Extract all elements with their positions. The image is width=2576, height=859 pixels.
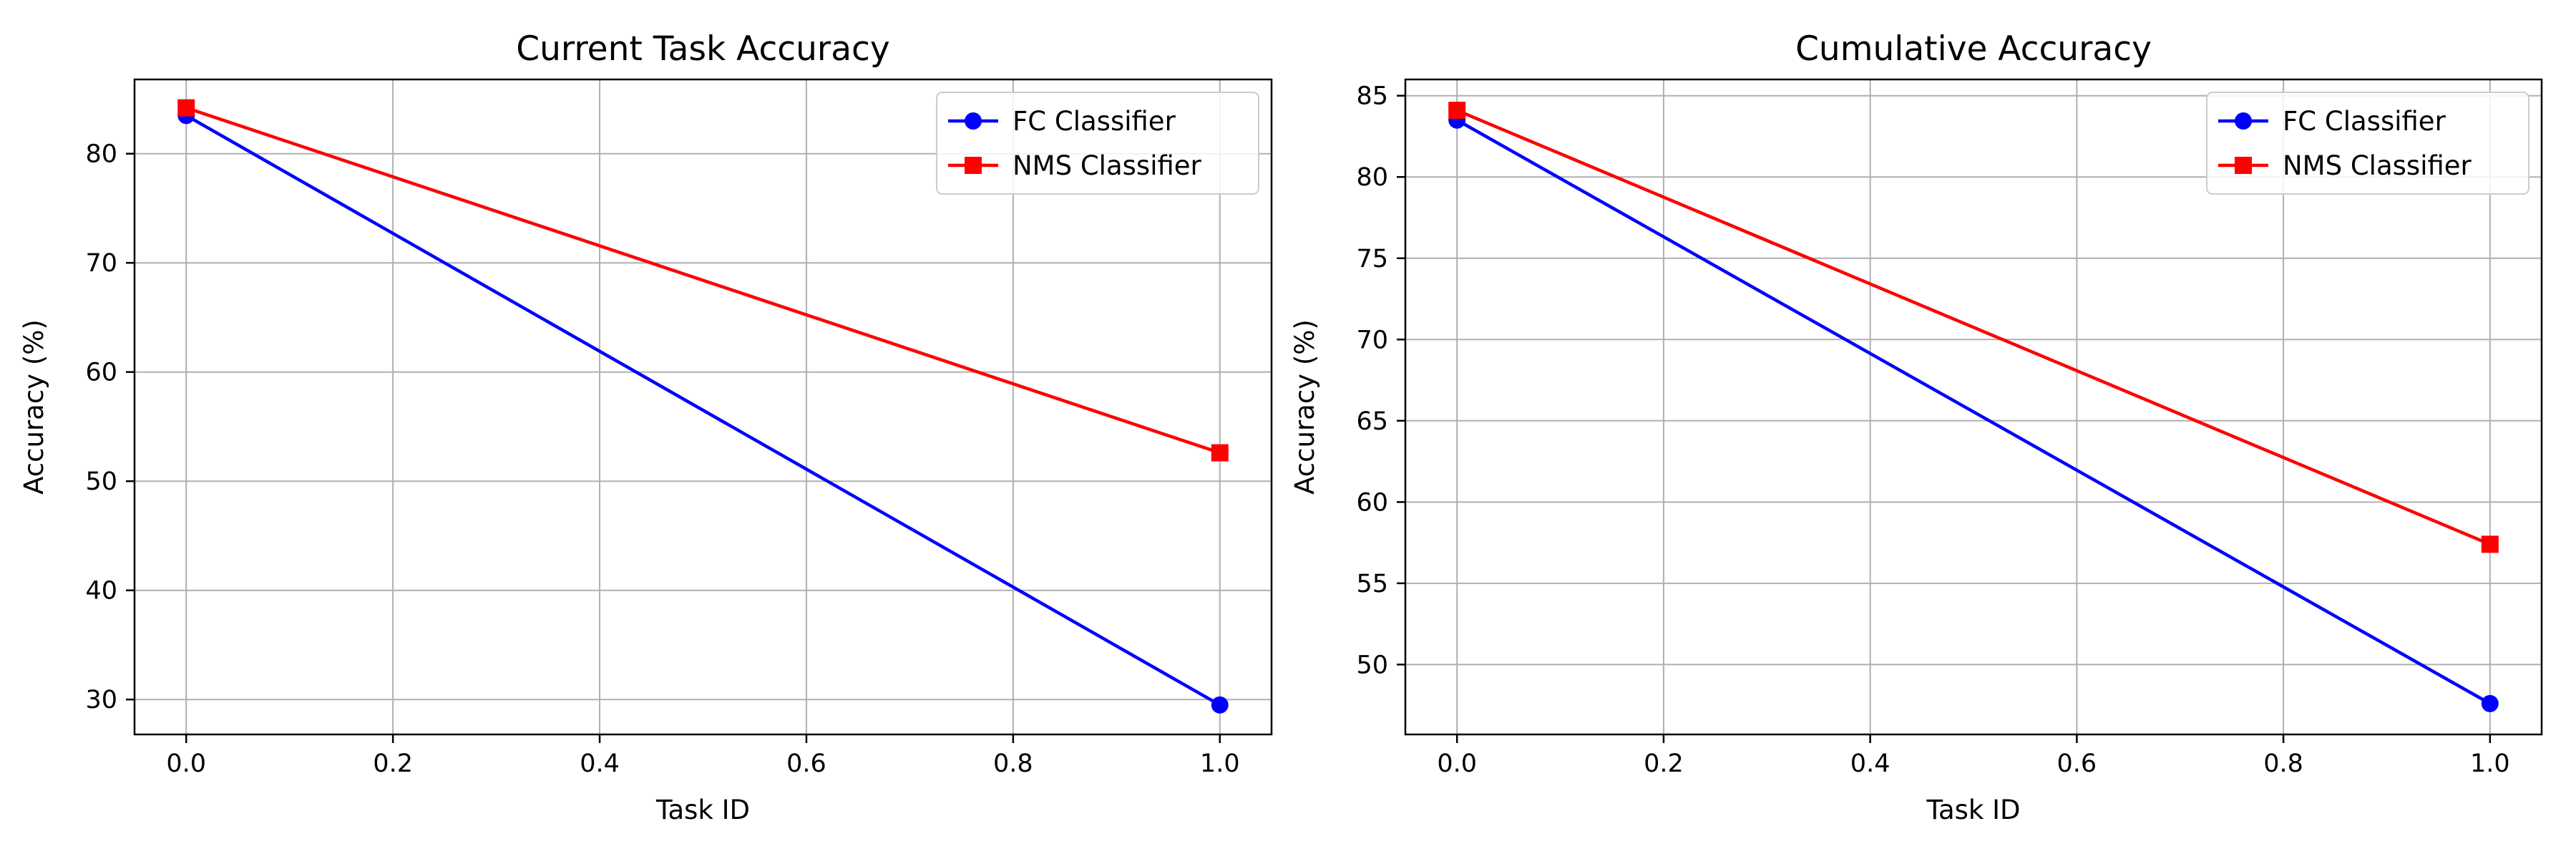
legend-marker bbox=[965, 112, 982, 130]
x-tick-label: 0.6 bbox=[786, 749, 826, 778]
data-point bbox=[2481, 535, 2499, 553]
y-tick-label: 80 bbox=[1356, 163, 1388, 192]
x-tick-label: 0.4 bbox=[580, 749, 620, 778]
y-tick-label: 65 bbox=[1356, 407, 1388, 436]
y-tick-label: 80 bbox=[85, 140, 117, 169]
y-tick-label: 50 bbox=[85, 467, 117, 496]
data-point bbox=[2481, 694, 2499, 712]
legend-label: NMS Classifier bbox=[2283, 150, 2472, 181]
legend: FC Classifier NMS Classifier bbox=[936, 92, 1259, 195]
x-tick-label: 0.2 bbox=[373, 749, 413, 778]
series-line bbox=[1456, 109, 2491, 546]
legend-box bbox=[2206, 92, 2529, 195]
y-tick-label: 60 bbox=[1356, 488, 1388, 517]
y-axis-label: Accuracy (%) bbox=[19, 319, 49, 495]
data-point bbox=[1448, 102, 1466, 120]
data-point bbox=[1211, 444, 1229, 462]
y-tick-label: 70 bbox=[1356, 326, 1388, 354]
x-tick-label: 0.8 bbox=[2263, 749, 2303, 778]
x-axis-label: Task ID bbox=[655, 795, 750, 825]
legend: FC Classifier NMS Classifier bbox=[2206, 92, 2529, 195]
x-tick-label: 0.2 bbox=[1644, 749, 1684, 778]
series-line bbox=[185, 114, 1221, 707]
chart-title: Current Task Accuracy bbox=[516, 29, 889, 69]
data-point bbox=[177, 99, 195, 117]
y-tick-label: 70 bbox=[85, 249, 117, 278]
chart-title: Cumulative Accuracy bbox=[1795, 29, 2152, 69]
x-axis-label: Task ID bbox=[1926, 795, 2020, 825]
y-tick-label: 40 bbox=[85, 577, 117, 606]
x-tick-label: 0.6 bbox=[2057, 749, 2097, 778]
y-axis-label: Accuracy (%) bbox=[1289, 319, 1320, 495]
axes-frame bbox=[1404, 78, 2543, 736]
series-nms-classifier bbox=[177, 99, 1229, 462]
x-tick-label: 0.4 bbox=[1850, 749, 1890, 778]
x-tick-label: 1.0 bbox=[2470, 749, 2510, 778]
x-tick-label: 0.0 bbox=[166, 749, 206, 778]
legend-marker bbox=[2235, 157, 2252, 174]
y-tick-label: 85 bbox=[1356, 82, 1388, 111]
x-tick-label: 1.0 bbox=[1200, 749, 1240, 778]
chart-2: 0.0 0.2 0.4 0.6 0.8 1.0 50 55 60 65 70 75 80 85 Cumula… bbox=[1289, 29, 2543, 825]
series-nms-classifier bbox=[1448, 102, 2499, 553]
series-fc-classifier bbox=[177, 107, 1229, 714]
series-fc-classifier bbox=[1448, 111, 2499, 712]
grid-lines bbox=[1405, 79, 2542, 734]
legend-marker bbox=[2235, 112, 2252, 130]
legend-marker bbox=[965, 157, 982, 174]
y-tick-label: 50 bbox=[1356, 651, 1388, 679]
axes-frame bbox=[133, 78, 1273, 736]
y-tick-label: 55 bbox=[1356, 570, 1388, 598]
legend-label: FC Classifier bbox=[1013, 106, 1176, 137]
y-tick-label: 30 bbox=[85, 686, 117, 714]
legend-label: FC Classifier bbox=[2283, 106, 2446, 137]
series-line bbox=[1456, 118, 2491, 705]
series-line bbox=[185, 106, 1221, 455]
y-tick-label: 60 bbox=[85, 359, 117, 387]
data-point bbox=[1211, 696, 1229, 714]
legend-box bbox=[936, 92, 1259, 195]
legend-label: NMS Classifier bbox=[1013, 150, 1202, 181]
x-tick-label: 0.0 bbox=[1437, 749, 1477, 778]
x-tick-label: 0.8 bbox=[993, 749, 1033, 778]
y-tick-label: 75 bbox=[1356, 245, 1388, 273]
chart-1: 0.0 0.2 0.4 0.6 0.8 1.0 30 40 50 60 70 80 Current Ta… bbox=[19, 29, 1273, 825]
